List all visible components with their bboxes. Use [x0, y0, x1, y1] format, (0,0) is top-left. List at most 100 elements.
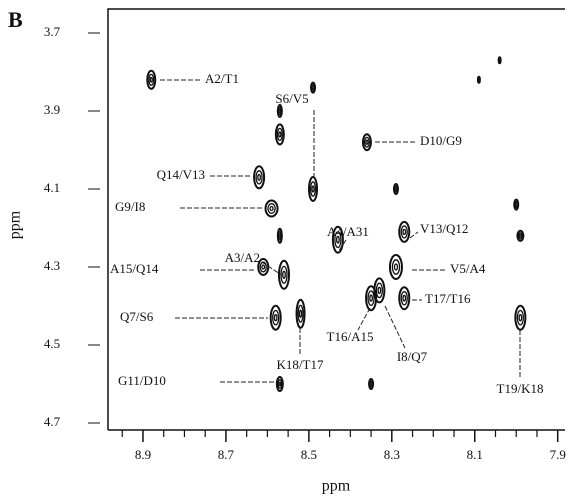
peak-contour: [375, 282, 384, 299]
x-tick-label: 8.5: [301, 447, 317, 462]
peak-contour: [273, 314, 278, 322]
panel-label: B: [8, 7, 23, 32]
peak-contour: [514, 202, 518, 207]
peak-label: K18/T17: [277, 357, 324, 372]
y-tick-label: 4.1: [44, 180, 60, 195]
peak-contour: [311, 185, 315, 193]
peak-contour: [398, 220, 411, 243]
peak-label: A4/A31: [327, 224, 369, 239]
leader-line: [409, 231, 419, 239]
peak-contour: [393, 263, 399, 271]
peak-contour: [274, 123, 285, 146]
peak-contour: [253, 165, 266, 190]
peak-contour: [377, 286, 382, 295]
peak-label: Q7/S6: [120, 309, 154, 324]
peak-label: S6/V5: [275, 91, 308, 106]
peak-contour: [335, 235, 340, 244]
peak-contour: [282, 270, 286, 279]
peak-contour: [392, 183, 399, 195]
peak-contour: [331, 225, 344, 254]
peak-contour: [400, 225, 408, 239]
peak-contour: [275, 376, 284, 392]
peak-label: G11/D10: [118, 373, 166, 388]
peak-contour: [518, 233, 522, 238]
peak-label: T17/T16: [425, 291, 471, 306]
peak-contour: [278, 131, 282, 138]
peak-contour: [516, 229, 525, 242]
peak-contour: [365, 139, 369, 145]
peak-contour: [297, 304, 304, 323]
x-tick-label: 8.7: [218, 447, 235, 462]
peak-contour: [517, 232, 523, 240]
peak-contour: [498, 58, 502, 62]
peak-label: T16/A15: [327, 329, 374, 344]
peak-contour: [278, 108, 282, 114]
peak-contour: [369, 294, 373, 302]
x-tick-label: 8.9: [135, 447, 151, 462]
peak-contour: [255, 170, 263, 185]
peak-contour: [261, 264, 266, 270]
peak-label: A3/A2: [225, 250, 260, 265]
peak-label: T19/K18: [497, 381, 544, 396]
peak-contour: [310, 81, 317, 94]
peak-contour: [477, 78, 481, 82]
peak-contour: [259, 261, 267, 273]
peak-label: G9/I8: [115, 199, 145, 214]
peak-contour: [276, 104, 283, 118]
peak-contour: [363, 136, 370, 148]
leader-line: [384, 305, 406, 349]
y-tick-label: 3.9: [44, 102, 60, 117]
peak-contour: [269, 304, 282, 331]
peak-contour: [367, 290, 375, 307]
peak-contour: [402, 294, 407, 302]
peak-contour: [278, 233, 282, 239]
y-tick-label: 3.7: [44, 24, 61, 39]
peak-contour: [400, 290, 408, 306]
y-axis-label: ppm: [7, 210, 24, 239]
peak-contour: [146, 69, 157, 90]
x-tick-label: 7.9: [550, 447, 566, 462]
peak-label: V13/Q12: [420, 221, 468, 236]
peak-contour: [298, 309, 303, 318]
peak-contour: [278, 381, 282, 387]
peak-contour: [514, 304, 527, 331]
peak-contour: [148, 73, 155, 86]
x-axis-label: ppm: [322, 478, 351, 495]
peak-label: I8/Q7: [397, 349, 428, 364]
peak-contour: [361, 133, 372, 152]
peak-contour: [309, 181, 317, 197]
peak-contour: [398, 286, 411, 311]
peak-label: D10/G9: [420, 133, 462, 148]
peak-contour: [277, 259, 290, 290]
peak-contour: [334, 231, 342, 249]
peak-contour: [308, 176, 319, 202]
x-tick-label: 8.1: [467, 447, 483, 462]
peak-contour: [516, 309, 525, 326]
peak-contour: [388, 254, 403, 280]
peak-contour: [391, 259, 401, 275]
peak-contour: [513, 198, 520, 211]
y-tick-label: 4.5: [44, 336, 60, 351]
peak-contour: [276, 127, 283, 142]
peak-contour: [518, 314, 523, 322]
peak-label: A2/T1: [205, 71, 239, 86]
x-tick-label: 8.3: [384, 447, 400, 462]
peak-contour: [394, 187, 398, 191]
peak-contour: [257, 258, 270, 276]
peak-contour: [264, 199, 279, 218]
peak-contour: [272, 309, 280, 326]
peak-label: Q14/V13: [157, 167, 205, 182]
peak-contour: [368, 378, 375, 390]
peak-contour: [369, 382, 373, 386]
peak-contour: [402, 228, 407, 236]
peak-label: V5/A4: [450, 261, 486, 276]
leader-line: [337, 239, 347, 253]
peak-contour: [277, 379, 283, 389]
peak-contour: [373, 277, 386, 304]
peak-contour: [269, 205, 274, 212]
y-tick-label: 4.7: [44, 414, 61, 429]
peak-label: A15/Q14: [110, 261, 159, 276]
y-tick-label: 4.3: [44, 258, 60, 273]
peak-contour: [295, 298, 306, 329]
peak-contour: [149, 76, 153, 83]
